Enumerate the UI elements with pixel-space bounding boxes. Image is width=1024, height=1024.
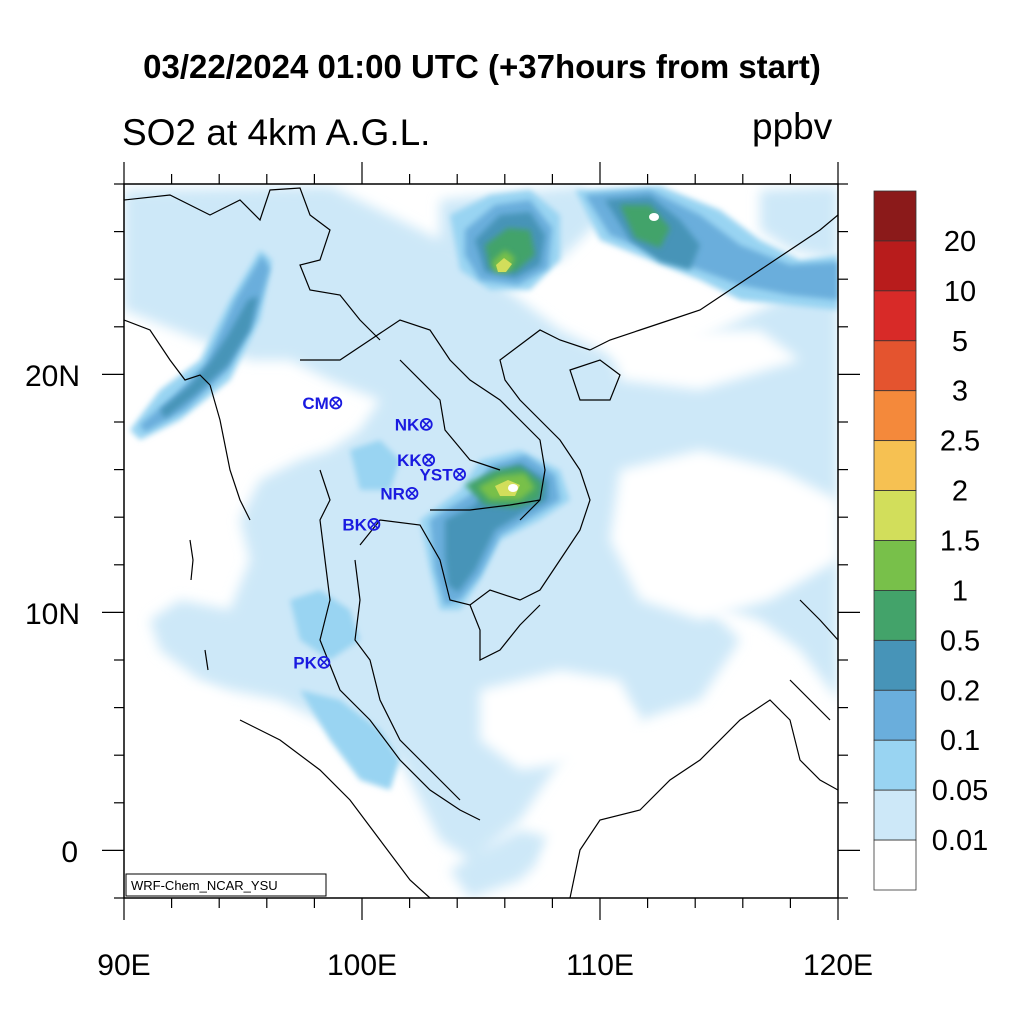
station-marker-icon xyxy=(405,486,419,500)
station-nr: NR xyxy=(380,484,419,503)
station-cross-icon xyxy=(369,519,379,529)
colorbar-label: 0.1 xyxy=(940,725,980,757)
colorbar-label: 5 xyxy=(952,326,968,358)
x-tick-label-90: 90E xyxy=(97,949,150,982)
station-cross-icon xyxy=(331,398,341,408)
station-cross-icon xyxy=(407,489,417,498)
station-label: BK xyxy=(342,515,367,534)
colorbar-label: 0.5 xyxy=(940,625,980,657)
y-tick-label-20n: 20N xyxy=(25,360,80,393)
colorbar-swatch xyxy=(873,590,917,641)
colorbar-swatch xyxy=(873,739,917,791)
station-marker-icon xyxy=(453,467,466,481)
station-cross-icon xyxy=(421,420,431,429)
colorbar-swatch xyxy=(873,689,917,741)
colorbar-swatch xyxy=(873,789,917,841)
colorbar-swatch xyxy=(873,490,917,541)
y-tick-label-10n: 10N xyxy=(25,598,80,631)
colorbar-swatch xyxy=(873,240,917,292)
credit-box xyxy=(125,873,327,897)
station-kk: KK xyxy=(397,451,436,470)
variable-subtitle: SO2 at 4km A.G.L. xyxy=(122,112,431,153)
station-label: KK xyxy=(397,451,422,470)
map-title: 03/22/2024 01:00 UTC (+37hours from star… xyxy=(143,48,821,85)
colorbar-swatch xyxy=(873,340,917,392)
station-marker-icon xyxy=(367,517,381,531)
colorbar-swatch xyxy=(873,190,917,242)
x-tick-label-120: 120E xyxy=(803,949,873,982)
colorbar: 20 10 5 3 2.5 2 1.5 1 0.5 0.2 0.1 0.05 0.01 xyxy=(873,190,988,891)
map-frame xyxy=(123,183,839,899)
station-pk: PK xyxy=(293,653,331,672)
axis-ticks xyxy=(102,162,860,920)
station-cross-icon xyxy=(319,658,329,667)
station-cross-icon xyxy=(424,455,434,465)
station-label: PK xyxy=(293,653,317,672)
station-label: YST xyxy=(420,465,454,484)
colorbar-label: 3 xyxy=(952,376,968,408)
station-yst: YST xyxy=(420,465,466,484)
colorbar-label: 0.2 xyxy=(940,675,980,707)
station-marker-icon xyxy=(419,417,433,431)
station-marker-icon xyxy=(422,453,436,467)
model-credit: WRF-Chem_NCAR_YSU xyxy=(131,878,278,893)
colorbar-swatch xyxy=(873,290,917,342)
station-nk: NK xyxy=(395,415,433,434)
station-bk: BK xyxy=(342,515,381,534)
so2-field xyxy=(124,184,838,898)
colorbar-swatch xyxy=(873,390,917,442)
station-cross-icon xyxy=(455,469,464,479)
station-marker-icon xyxy=(317,655,331,669)
station-label: CM xyxy=(302,394,328,413)
colorbar-label: 0.01 xyxy=(932,825,988,857)
colorbar-label: 10 xyxy=(944,276,976,308)
x-tick-label-100: 100E xyxy=(327,949,397,982)
colorbar-label: 20 xyxy=(944,226,976,258)
colorbar-swatch xyxy=(873,540,917,591)
units-label: ppbv xyxy=(752,106,833,147)
station-cm: CM xyxy=(302,394,343,413)
colorbar-label: 2.5 xyxy=(940,426,980,458)
x-tick-label-110: 110E xyxy=(566,949,634,982)
station-label: NK xyxy=(395,415,420,434)
station-label: NR xyxy=(380,484,405,503)
colorbar-swatch xyxy=(873,839,917,891)
y-tick-label-0: 0 xyxy=(61,836,78,869)
colorbar-label: 0.05 xyxy=(932,775,988,807)
colorbar-label: 1 xyxy=(952,575,968,607)
colorbar-swatch xyxy=(873,440,917,491)
colorbar-swatch xyxy=(873,639,917,691)
station-marker-icon xyxy=(329,396,343,410)
colorbar-label: 1.5 xyxy=(940,526,980,558)
colorbar-label: 2 xyxy=(952,476,968,508)
